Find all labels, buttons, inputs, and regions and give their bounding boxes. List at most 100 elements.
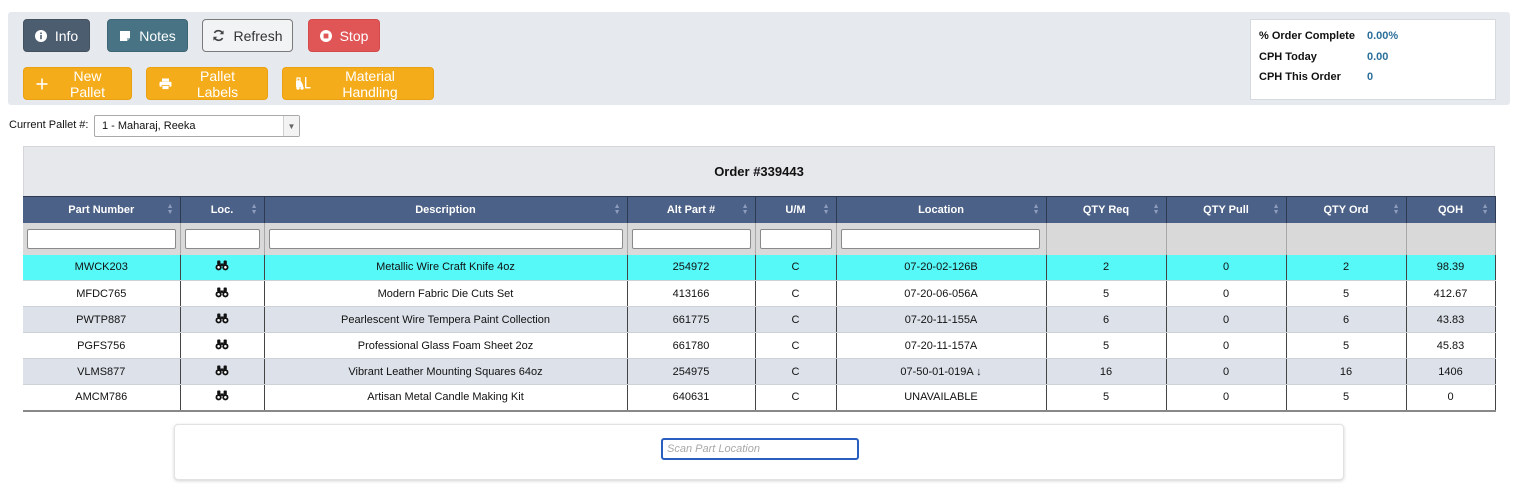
printer-icon bbox=[159, 78, 172, 90]
material-handling-button-label: Material Handling bbox=[342, 67, 398, 100]
sort-icon[interactable]: ▲ ▼ bbox=[1152, 203, 1160, 216]
qty-req-cell: 2 bbox=[1046, 254, 1167, 281]
table-header-row: Part Number ▲ ▼ Loc. ▲ ▼ Description ▲ ▼ Alt P… bbox=[23, 196, 1496, 223]
qty-req-cell: 5 bbox=[1046, 332, 1167, 359]
column-header-location[interactable]: Location ▲ ▼ bbox=[836, 196, 1047, 223]
alt-part-cell: 661780 bbox=[627, 332, 756, 359]
loc-cell[interactable] bbox=[180, 384, 265, 412]
description-cell: Professional Glass Foam Sheet 2oz bbox=[264, 332, 628, 359]
current-pallet-select[interactable]: 1 - Maharaj, Reeka ▼ bbox=[94, 115, 300, 137]
current-pallet-label: Current Pallet #: bbox=[9, 119, 89, 131]
alt-part-cell: 254972 bbox=[627, 254, 756, 281]
table-row[interactable]: PWTP887 Pearlescent Wire Tempera Paint Co… bbox=[23, 306, 1496, 333]
filter-part-number-input[interactable] bbox=[27, 228, 176, 249]
table-row[interactable]: AMCM786 Artisan Metal Candle Making Kit 64… bbox=[23, 384, 1496, 412]
column-header-qoh[interactable]: QOH ▲ ▼ bbox=[1406, 196, 1496, 223]
part-number-cell: MWCK203 bbox=[23, 254, 181, 281]
qoh-cell: 45.83 bbox=[1406, 332, 1496, 359]
binoculars-icon[interactable] bbox=[215, 287, 229, 301]
sort-icon[interactable]: ▲ ▼ bbox=[1272, 203, 1280, 216]
binoculars-icon[interactable] bbox=[215, 390, 229, 404]
sort-icon[interactable]: ▲ ▼ bbox=[822, 203, 830, 216]
column-header-um[interactable]: U/M ▲ ▼ bbox=[755, 196, 837, 223]
current-pallet-value: 1 - Maharaj, Reeka bbox=[102, 120, 196, 132]
forklift-icon bbox=[295, 77, 311, 90]
qty-pull-cell: 0 bbox=[1166, 332, 1287, 359]
loc-cell[interactable] bbox=[180, 358, 265, 385]
stop-button[interactable]: Stop bbox=[308, 19, 380, 52]
description-cell: Pearlescent Wire Tempera Paint Collectio… bbox=[264, 306, 628, 333]
description-cell: Metallic Wire Craft Knife 4oz bbox=[264, 254, 628, 281]
filter-row bbox=[23, 222, 1496, 255]
binoculars-icon[interactable] bbox=[215, 365, 229, 379]
column-header-qty-req[interactable]: QTY Req ▲ ▼ bbox=[1046, 196, 1167, 223]
qoh-cell: 98.39 bbox=[1406, 254, 1496, 281]
refresh-button-label: Refresh bbox=[233, 27, 283, 44]
chevron-down-icon[interactable]: ▼ bbox=[283, 116, 299, 136]
loc-cell[interactable] bbox=[180, 254, 265, 281]
qty-ord-cell: 2 bbox=[1286, 254, 1407, 281]
qty-pull-cell: 0 bbox=[1166, 306, 1287, 333]
table-row[interactable]: PGFS756 Professional Glass Foam Sheet 2oz… bbox=[23, 332, 1496, 359]
qoh-cell: 1406 bbox=[1406, 358, 1496, 385]
column-header-qty-pull[interactable]: QTY Pull ▲ ▼ bbox=[1166, 196, 1287, 223]
notes-button[interactable]: Notes bbox=[107, 19, 188, 52]
alt-part-cell: 661775 bbox=[627, 306, 756, 333]
sort-icon[interactable]: ▲ ▼ bbox=[613, 203, 621, 216]
stat-cph-this-order: CPH This Order 0 bbox=[1259, 71, 1374, 83]
info-button[interactable]: Info bbox=[23, 19, 90, 52]
qty-pull-cell: 0 bbox=[1166, 384, 1287, 412]
sort-icon[interactable]: ▲ ▼ bbox=[1481, 203, 1489, 216]
location-cell: 07-20-06-056A bbox=[836, 280, 1047, 307]
loc-cell[interactable] bbox=[180, 332, 265, 359]
binoculars-icon[interactable] bbox=[215, 339, 229, 353]
filter-description-input[interactable] bbox=[268, 228, 623, 249]
order-title: Order #339443 bbox=[23, 146, 1495, 197]
filter-alt-part-input[interactable] bbox=[631, 228, 751, 249]
stat-cph-today: CPH Today 0.00 bbox=[1259, 51, 1389, 63]
pallet-labels-button[interactable]: Pallet Labels bbox=[146, 67, 268, 100]
sort-icon[interactable]: ▲ ▼ bbox=[166, 203, 174, 216]
sort-icon[interactable]: ▲ ▼ bbox=[1392, 203, 1400, 216]
sort-icon[interactable]: ▲ ▼ bbox=[250, 203, 258, 216]
qty-req-cell: 5 bbox=[1046, 384, 1167, 412]
table-row[interactable]: MFDC765 Modern Fabric Die Cuts Set 413166 C… bbox=[23, 280, 1496, 307]
plus-icon bbox=[36, 78, 48, 90]
scan-part-location-input[interactable] bbox=[661, 438, 859, 460]
scan-panel bbox=[174, 424, 1344, 480]
qty-req-cell: 5 bbox=[1046, 280, 1167, 307]
new-pallet-button-label: New Pallet bbox=[69, 67, 106, 100]
qty-ord-cell: 5 bbox=[1286, 280, 1407, 307]
column-header-part-number[interactable]: Part Number ▲ ▼ bbox=[23, 196, 181, 223]
refresh-button[interactable]: Refresh bbox=[202, 19, 293, 52]
location-cell: 07-50-01-019A ↓ bbox=[836, 358, 1047, 385]
column-header-loc[interactable]: Loc. ▲ ▼ bbox=[180, 196, 265, 223]
loc-cell[interactable] bbox=[180, 306, 265, 333]
table-row[interactable]: VLMS877 Vibrant Leather Mounting Squares … bbox=[23, 358, 1496, 385]
qty-ord-cell: 5 bbox=[1286, 332, 1407, 359]
column-header-description[interactable]: Description ▲ ▼ bbox=[264, 196, 628, 223]
notes-button-label: Notes bbox=[139, 27, 176, 44]
stop-button-label: Stop bbox=[339, 27, 369, 44]
qty-req-cell: 6 bbox=[1046, 306, 1167, 333]
stop-icon bbox=[319, 29, 332, 42]
binoculars-icon[interactable] bbox=[215, 313, 229, 327]
material-handling-button[interactable]: Material Handling bbox=[282, 67, 434, 100]
filter-location-input[interactable] bbox=[840, 228, 1040, 249]
sort-icon[interactable]: ▲ ▼ bbox=[1032, 203, 1040, 216]
filter-blank-cell bbox=[1166, 222, 1287, 255]
new-pallet-button[interactable]: New Pallet bbox=[23, 67, 132, 100]
filter-loc-input[interactable] bbox=[184, 228, 260, 249]
sort-icon[interactable]: ▲ ▼ bbox=[741, 203, 749, 216]
column-header-qty-ord[interactable]: QTY Ord ▲ ▼ bbox=[1286, 196, 1407, 223]
filter-um-input[interactable] bbox=[759, 228, 832, 249]
description-cell: Modern Fabric Die Cuts Set bbox=[264, 280, 628, 307]
column-header-alt-part[interactable]: Alt Part # ▲ ▼ bbox=[627, 196, 756, 223]
loc-cell[interactable] bbox=[180, 280, 265, 307]
table-row[interactable]: MWCK203 Metallic Wire Craft Knife 4oz 2549… bbox=[23, 254, 1496, 281]
qty-ord-cell: 5 bbox=[1286, 384, 1407, 412]
um-cell: C bbox=[755, 280, 837, 307]
location-cell: 07-20-11-155A bbox=[836, 306, 1047, 333]
binoculars-icon[interactable] bbox=[215, 260, 229, 274]
part-number-cell: PWTP887 bbox=[23, 306, 181, 333]
